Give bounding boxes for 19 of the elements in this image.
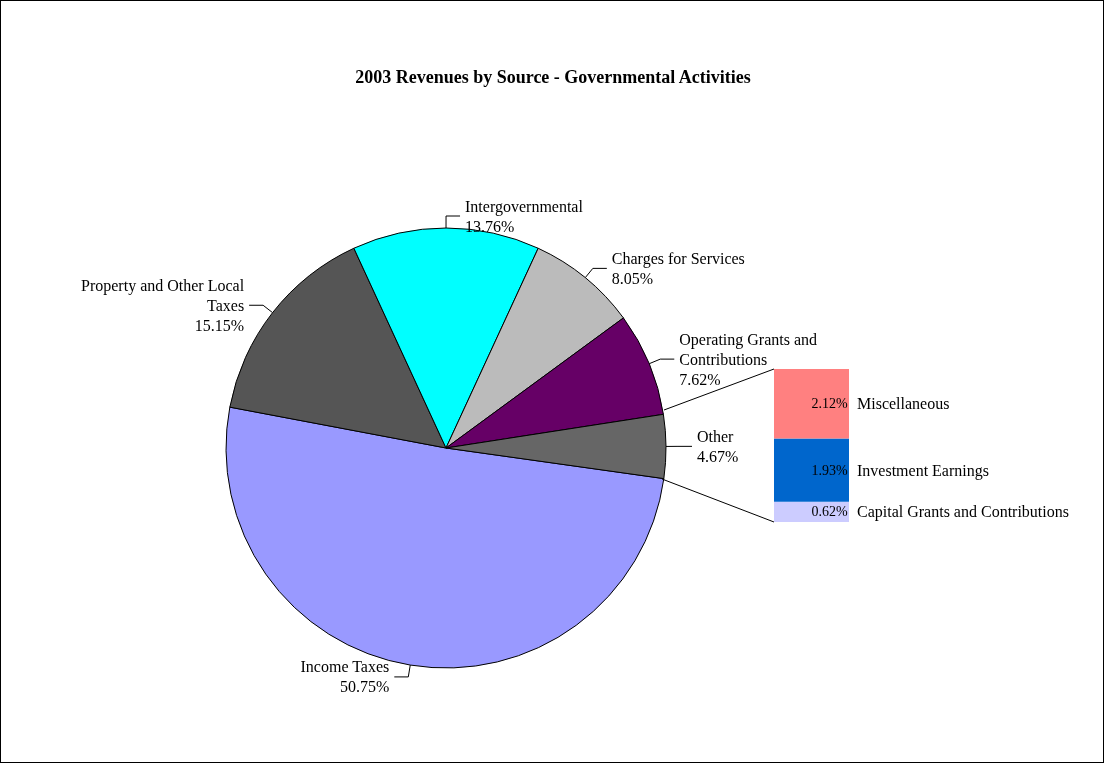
slice-label: Income Taxes xyxy=(300,658,390,676)
chart-title: 2003 Revenues by Source - Governmental Activities xyxy=(355,67,751,87)
data-label: 50.75% xyxy=(339,678,390,696)
data-label: 0.62% xyxy=(811,504,848,520)
slice-label: Other xyxy=(696,427,735,445)
slice-label: Intergovernmental xyxy=(465,197,584,216)
data-label: 4.67% xyxy=(696,447,739,465)
data-label: 7.62% xyxy=(679,370,721,388)
data-label: 13.76% xyxy=(465,217,515,235)
slice-label: Operating Grants and Contributions xyxy=(679,330,822,368)
data-label: 8.05% xyxy=(611,269,654,287)
data-label: 1.93% xyxy=(811,462,848,478)
slice-label: Charges for Services xyxy=(611,249,745,268)
series-label: Investment Earnings xyxy=(857,461,989,480)
slice-label: Property and Other Local Taxes xyxy=(81,276,245,314)
data-label: 15.15% xyxy=(194,316,245,334)
series-label: Capital Grants and Contributions xyxy=(857,503,1069,522)
data-label: 2.12% xyxy=(811,396,848,412)
series-label: Miscellaneous xyxy=(857,395,950,413)
